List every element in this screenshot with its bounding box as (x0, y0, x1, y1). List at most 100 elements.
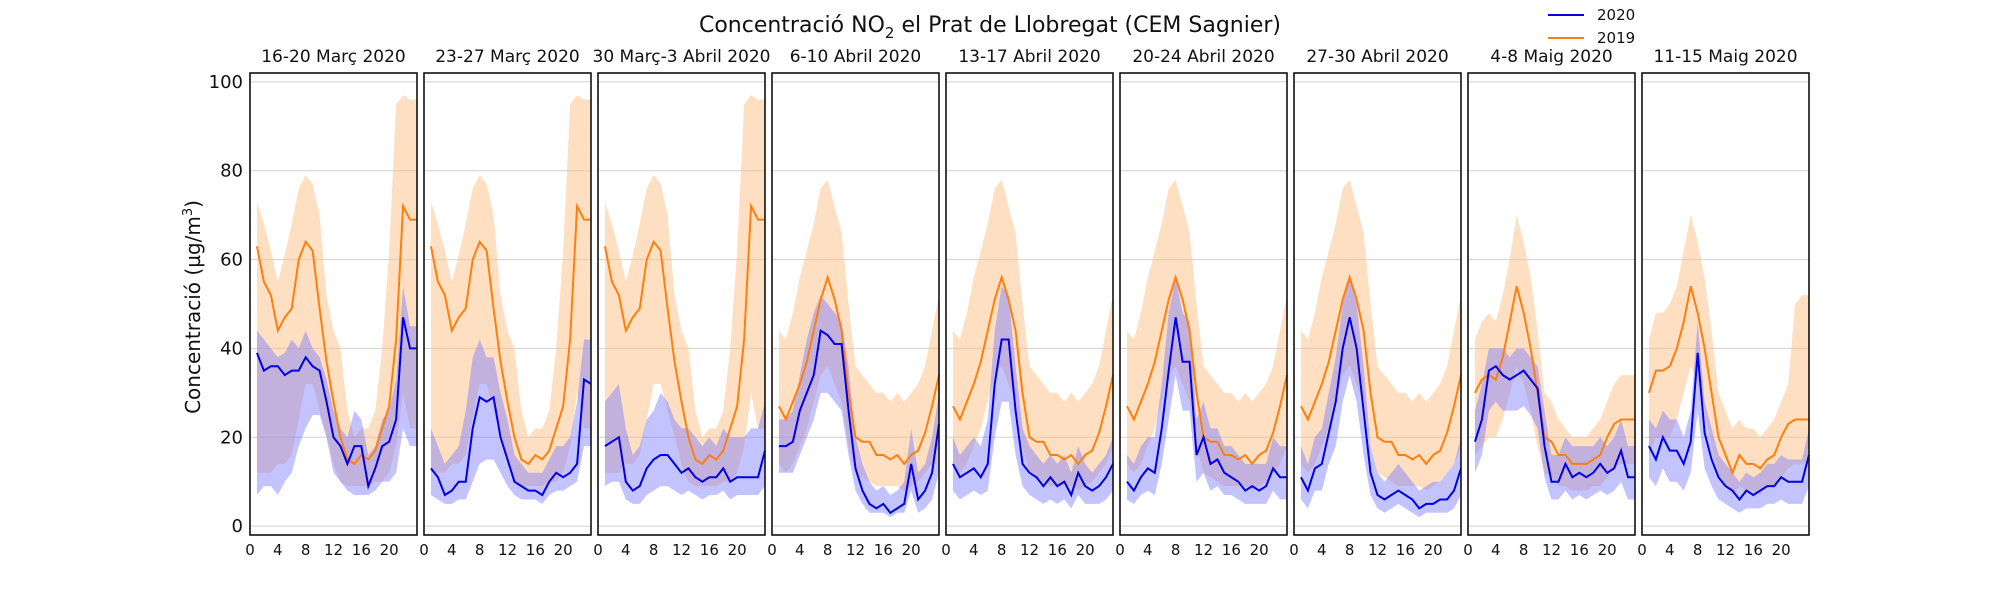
series-line-2019 (1474, 285, 1635, 465)
panel-title: 11-15 Maig 2020 (1653, 47, 1797, 67)
x-tick-label: 4 (273, 541, 283, 559)
x-tick-label: 16 (1570, 541, 1589, 559)
y-tick-label: 60 (220, 250, 243, 271)
panel-7: 27-30 Abril 2020 0 4 8 12 16 20 (1289, 47, 1462, 559)
x-tick-label: 0 (419, 541, 429, 559)
panel-title: 16-20 Març 2020 (261, 47, 406, 67)
series-line-2020 (778, 328, 940, 515)
band-2019 (1474, 215, 1635, 491)
x-tick-label: 20 (554, 541, 573, 559)
band-2019 (430, 95, 591, 487)
x-tick-label: 0 (1463, 541, 1473, 559)
x-tick-label: 4 (1665, 541, 1675, 559)
band-2019 (1300, 179, 1461, 491)
x-tick-label: 20 (380, 541, 399, 559)
panel-1: 16-20 Març 2020 0 4 8 12 16 20 (245, 47, 418, 559)
series-line-2020 (256, 317, 417, 490)
band-2019 (778, 179, 939, 491)
series-line-2019 (952, 274, 1114, 466)
x-tick-label: 16 (526, 541, 545, 559)
band-2020 (1126, 277, 1287, 504)
x-tick-label: 8 (475, 541, 485, 559)
x-tick-label: 8 (301, 541, 311, 559)
series-line-2019 (1300, 274, 1462, 466)
x-tick-label: 4 (1491, 541, 1501, 559)
y-tick-label: 20 (220, 427, 243, 448)
x-tick-label: 12 (324, 541, 343, 559)
panel-title: 13-17 Abril 2020 (958, 47, 1100, 67)
band-2020 (430, 339, 591, 504)
x-tick-label: 12 (1716, 541, 1735, 559)
y-tick-label: 0 (232, 516, 243, 537)
series-line-2019 (429, 202, 591, 466)
x-tick-label: 20 (1772, 541, 1791, 559)
x-tick-label: 8 (1345, 541, 1355, 559)
x-tick-label: 4 (447, 541, 457, 559)
panel-title: 20-24 Abril 2020 (1132, 47, 1274, 67)
y-axis-label: Concentració (µg/m3) (181, 200, 205, 414)
x-tick-label: 8 (1693, 541, 1703, 559)
band-2019 (952, 179, 1113, 491)
x-tick-label: 0 (941, 541, 951, 559)
panel-3: 30 Març-3 Abril 2020 0 4 8 12 16 20 (593, 47, 771, 559)
x-tick-label: 8 (1171, 541, 1181, 559)
panel-5: 13-17 Abril 2020 0 4 8 12 16 20 (941, 47, 1114, 559)
panel-4: 6-10 Abril 2020 0 4 8 12 16 20 (767, 47, 940, 559)
x-tick-label: 16 (1048, 541, 1067, 559)
x-tick-label: 20 (1250, 541, 1269, 559)
x-tick-label: 16 (352, 541, 371, 559)
series-line-2019 (255, 202, 417, 466)
x-tick-label: 20 (902, 541, 921, 559)
x-tick-label: 20 (1076, 541, 1095, 559)
x-tick-label: 12 (1368, 541, 1387, 559)
panel-title: 30 Març-3 Abril 2020 (593, 47, 771, 67)
panel-frame (945, 72, 1114, 536)
x-tick-label: 8 (1519, 541, 1529, 559)
x-tick-label: 16 (1222, 541, 1241, 559)
band-2020 (778, 295, 939, 518)
x-tick-label: 20 (728, 541, 747, 559)
x-tick-label: 16 (1744, 541, 1763, 559)
panel-6: 20-24 Abril 2020 0 4 8 12 16 20 (1115, 47, 1288, 559)
series-line-2020 (430, 377, 592, 497)
series-line-2019 (1126, 274, 1288, 466)
x-tick-label: 0 (593, 541, 603, 559)
x-tick-label: 16 (874, 541, 893, 559)
band-2020 (1474, 348, 1635, 500)
x-tick-label: 4 (621, 541, 631, 559)
legend-label-2020: 2020 (1597, 6, 1635, 24)
panel-title: 23-27 Març 2020 (435, 47, 580, 67)
x-tick-label: 12 (1194, 541, 1213, 559)
x-tick-label: 12 (846, 541, 865, 559)
panel-frame (1119, 72, 1288, 536)
x-tick-label: 8 (997, 541, 1007, 559)
band-2020 (1648, 321, 1809, 513)
x-tick-label: 16 (1396, 541, 1415, 559)
series-line-2020 (952, 338, 1114, 498)
panel-8: 4-8 Maig 2020 0 4 8 12 16 20 (1463, 47, 1636, 559)
x-tick-label: 12 (498, 541, 517, 559)
series-line-2020 (1126, 317, 1287, 493)
legend-label-2019: 2019 (1597, 29, 1635, 47)
y-tick-label: 80 (220, 161, 243, 182)
x-tick-label: 20 (1598, 541, 1617, 559)
series-line-2019 (603, 202, 765, 466)
series-line-2020 (1300, 317, 1462, 510)
x-tick-label: 20 (1424, 541, 1443, 559)
band-2019 (604, 95, 765, 487)
panel-title: 27-30 Abril 2020 (1306, 47, 1448, 67)
panel-2: 23-27 Març 2020 0 4 8 12 16 20 (419, 47, 592, 559)
panel-title: 4-8 Maig 2020 (1490, 47, 1612, 67)
x-tick-label: 0 (1637, 541, 1647, 559)
legend: 2020 2019 (1548, 6, 1635, 47)
series-line-2020 (604, 435, 766, 492)
x-tick-label: 16 (700, 541, 719, 559)
x-tick-label: 4 (1143, 541, 1153, 559)
x-tick-label: 12 (1020, 541, 1039, 559)
x-tick-label: 12 (672, 541, 691, 559)
panel-title: 6-10 Abril 2020 (790, 47, 922, 67)
panel-frame (423, 72, 592, 536)
panel-frame (1293, 72, 1462, 536)
y-tick-label: 100 (209, 72, 243, 93)
